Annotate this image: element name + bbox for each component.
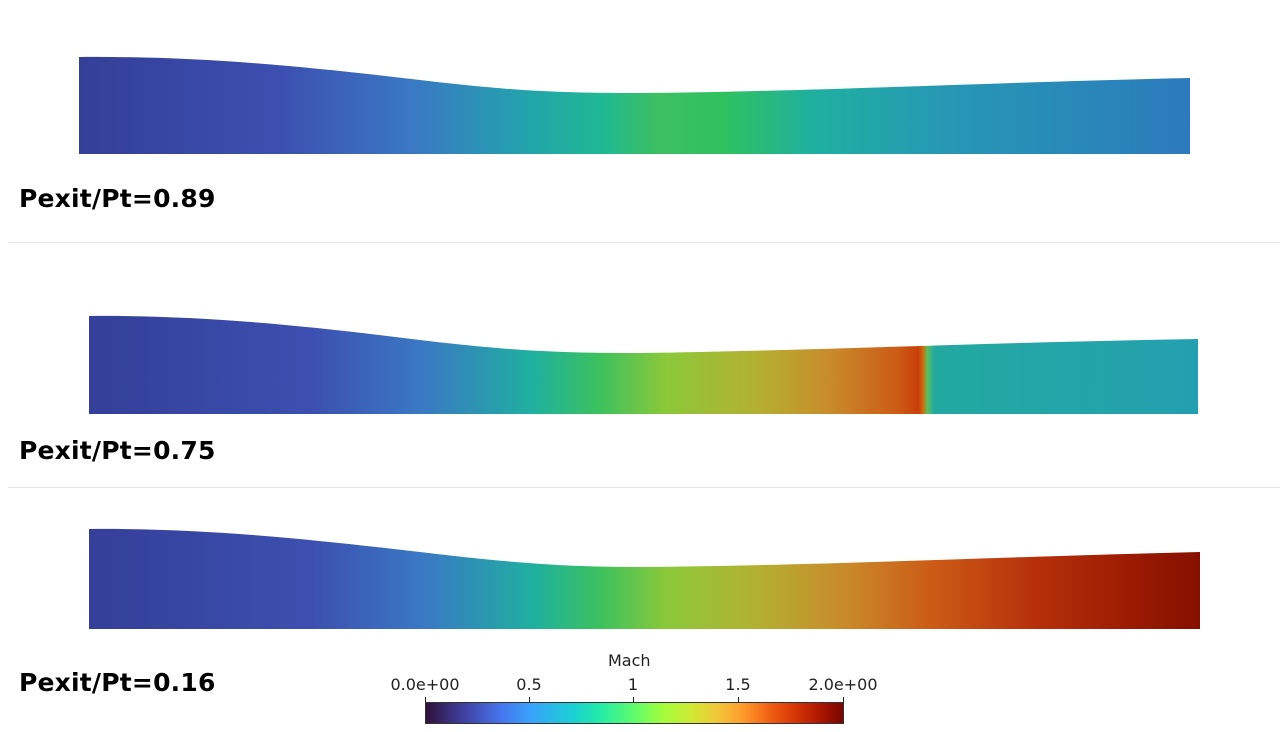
- nozzle-2: [89, 315, 1198, 414]
- colorbar-tick-label: 1.5: [725, 675, 751, 694]
- colorbar-tick-label: 1: [627, 675, 639, 694]
- colorbar-tick-label: 2.0e+00: [808, 675, 878, 694]
- colorbar: [425, 702, 844, 724]
- colorbar-title: Mach: [608, 651, 651, 670]
- panel-2-caption: Pexit/Pt=0.75: [19, 436, 216, 465]
- nozzle-3: [89, 528, 1200, 629]
- colorbar-tick-label: 0.5: [516, 675, 542, 694]
- panel-1-caption: Pexit/Pt=0.89: [19, 184, 216, 213]
- nozzle-1: [79, 56, 1190, 154]
- divider-1: [8, 242, 1280, 243]
- divider-2: [8, 487, 1280, 488]
- colorbar-tick-label: 0.0e+00: [390, 675, 460, 694]
- panel-3-caption: Pexit/Pt=0.16: [19, 668, 216, 697]
